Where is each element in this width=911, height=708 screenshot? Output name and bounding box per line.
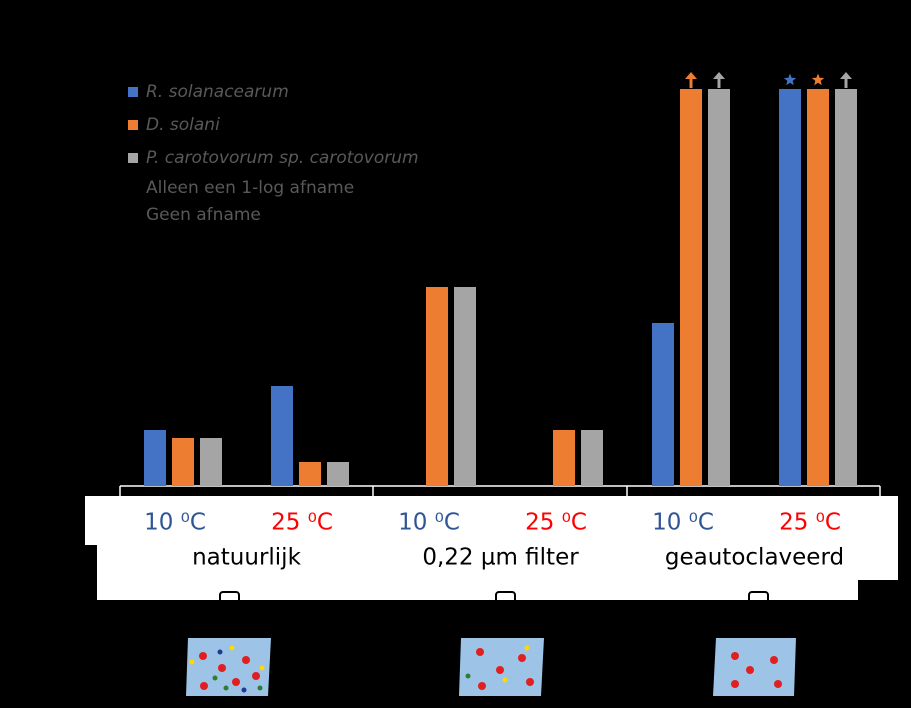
group-separators xyxy=(119,486,881,496)
bar xyxy=(680,89,702,486)
x-tick-label: 10 ⁰C xyxy=(398,510,460,536)
bar xyxy=(327,462,349,486)
bar xyxy=(581,430,603,486)
x-tick-label: 10 ⁰C xyxy=(144,510,206,536)
bar xyxy=(454,287,476,486)
beakers xyxy=(186,638,796,696)
legend-label: R. solanacearum xyxy=(146,82,289,102)
group-label: geautoclaveerd xyxy=(665,545,844,571)
legend-note: Geen afname xyxy=(146,205,261,225)
legend-swatch xyxy=(128,153,138,163)
group-label: natuurlijk xyxy=(192,545,301,571)
legend-note: Alleen een 1-log afname xyxy=(146,178,354,198)
legend-swatch xyxy=(128,120,138,130)
bar xyxy=(807,89,829,486)
bar xyxy=(299,462,321,486)
bar xyxy=(708,89,730,486)
bar xyxy=(779,89,801,486)
bar xyxy=(426,287,448,486)
legend-swatch xyxy=(128,87,138,97)
label-panel xyxy=(85,496,898,600)
star xyxy=(783,73,797,86)
bar xyxy=(652,323,674,486)
legend-label: P. carotovorum sp. carotovorum xyxy=(146,148,419,168)
bar xyxy=(271,386,293,486)
arrow-head xyxy=(840,72,852,79)
arrow-head xyxy=(685,72,697,79)
group-label: 0,22 µm filter xyxy=(422,545,579,571)
star xyxy=(811,73,825,86)
bar xyxy=(553,430,575,486)
bar xyxy=(172,438,194,486)
x-tick-label: 10 ⁰C xyxy=(652,510,714,536)
arrow-head xyxy=(713,72,725,79)
bar xyxy=(144,430,166,486)
bar xyxy=(835,89,857,486)
x-tick-label: 25 ⁰C xyxy=(779,510,841,536)
x-tick-label: 25 ⁰C xyxy=(271,510,333,536)
stoppers xyxy=(219,591,769,605)
bar xyxy=(200,438,222,486)
x-tick-label: 25 ⁰C xyxy=(525,510,587,536)
legend-label: D. solani xyxy=(146,115,220,135)
